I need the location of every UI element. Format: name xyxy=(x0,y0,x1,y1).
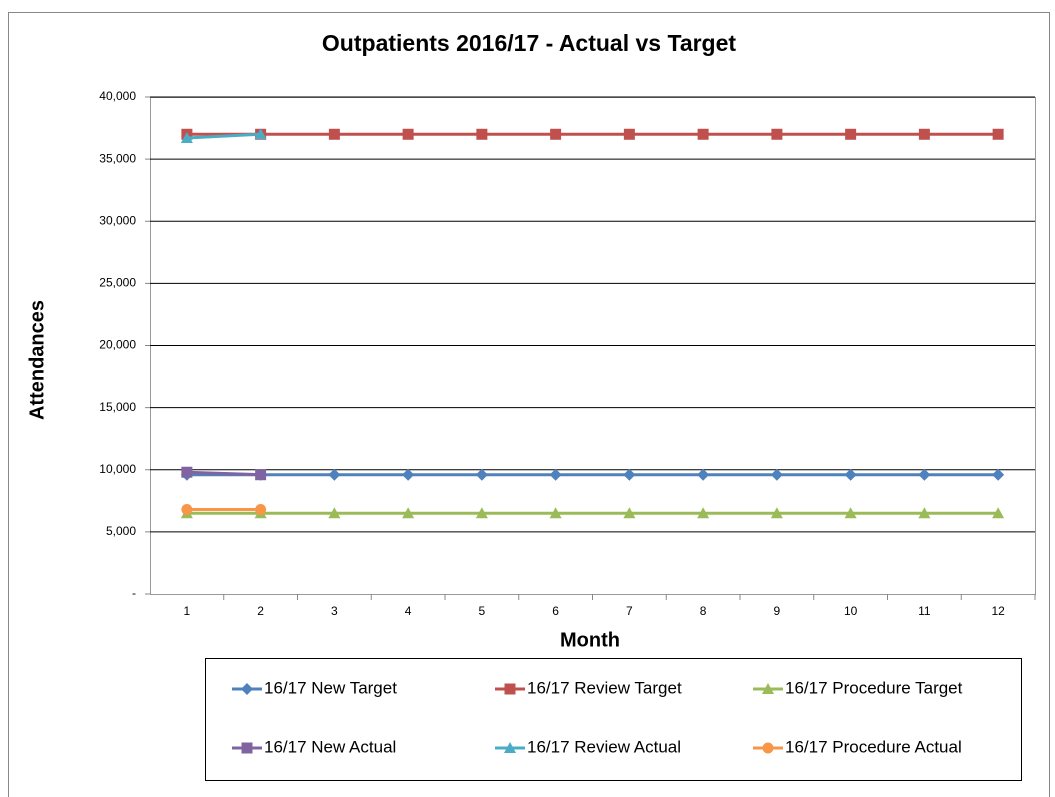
data-point xyxy=(992,128,1004,140)
data-point xyxy=(918,507,931,519)
data-point xyxy=(770,507,783,519)
y-tick-label: 40,000 xyxy=(99,89,136,103)
data-point xyxy=(328,468,341,481)
legend-marker xyxy=(762,683,774,694)
x-tick-label: 6 xyxy=(552,604,559,618)
x-tick-label: 7 xyxy=(626,604,633,618)
data-point xyxy=(550,128,562,140)
legend-label: 16/17 Procedure Target xyxy=(785,678,963,697)
legend-marker xyxy=(762,742,774,754)
legend-label: 16/17 Review Actual xyxy=(527,737,681,756)
series-line xyxy=(186,470,261,477)
y-tick-label: 15,000 xyxy=(99,400,136,414)
y-axis-label: Attendances xyxy=(26,300,48,420)
data-point xyxy=(476,128,488,140)
legend-label: 16/17 New Target xyxy=(264,678,397,697)
data-point xyxy=(771,128,783,140)
data-point xyxy=(623,507,636,519)
x-axis-label: Month xyxy=(560,629,620,651)
data-point xyxy=(254,128,267,140)
x-tick-label: 9 xyxy=(774,604,781,618)
y-tick-label: 10,000 xyxy=(99,462,136,476)
legend-label: 16/17 Review Target xyxy=(527,678,682,697)
data-point xyxy=(402,128,414,140)
data-point xyxy=(770,468,783,481)
data-point xyxy=(844,507,857,519)
data-point xyxy=(181,504,193,516)
data-point xyxy=(697,468,710,481)
legend-label: 16/17 Procedure Actual xyxy=(785,737,962,756)
y-tick-label: - xyxy=(132,586,136,600)
data-point xyxy=(475,507,488,519)
data-point xyxy=(402,507,415,519)
x-tick-label: 3 xyxy=(331,604,338,618)
x-tick-label: 2 xyxy=(257,604,264,618)
legend-marker xyxy=(504,742,516,753)
x-tick-label: 4 xyxy=(405,604,412,618)
data-point xyxy=(402,468,415,481)
x-tick-label: 5 xyxy=(479,604,486,618)
y-tick-label: 25,000 xyxy=(99,276,136,290)
data-point xyxy=(549,507,562,519)
data-point xyxy=(992,507,1005,519)
data-point xyxy=(180,132,193,144)
data-point xyxy=(623,128,635,140)
legend-marker xyxy=(241,742,253,754)
data-point xyxy=(845,128,857,140)
legend-marker xyxy=(504,683,516,695)
data-point xyxy=(255,469,267,481)
y-tick-label: 5,000 xyxy=(106,524,136,538)
data-point xyxy=(623,468,636,481)
y-tick-label: 35,000 xyxy=(99,151,136,165)
x-tick-label: 8 xyxy=(700,604,707,618)
data-point xyxy=(328,507,341,519)
x-tick-label: 1 xyxy=(184,604,191,618)
y-tick-label: 30,000 xyxy=(99,213,136,227)
y-tick-label: 20,000 xyxy=(99,338,136,352)
x-tick-label: 12 xyxy=(991,604,1005,618)
data-point xyxy=(328,128,340,140)
chart-title: Outpatients 2016/17 - Actual vs Target xyxy=(322,30,736,56)
series-line xyxy=(186,132,261,140)
data-point xyxy=(992,468,1005,481)
legend-marker xyxy=(241,683,253,695)
data-point xyxy=(181,466,193,478)
data-point xyxy=(844,468,857,481)
x-tick-label: 11 xyxy=(918,604,931,618)
data-point xyxy=(549,468,562,481)
data-point xyxy=(475,468,488,481)
legend-label: 16/17 New Actual xyxy=(264,737,396,756)
data-point xyxy=(697,128,709,140)
x-tick-label: 10 xyxy=(844,604,858,618)
data-point xyxy=(918,468,931,481)
data-point xyxy=(255,504,267,516)
data-point xyxy=(918,128,930,140)
legend-box xyxy=(205,658,1022,781)
data-point xyxy=(697,507,710,519)
